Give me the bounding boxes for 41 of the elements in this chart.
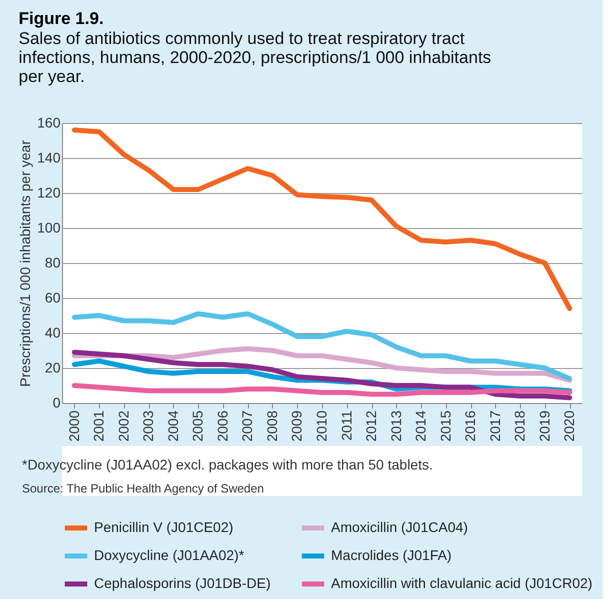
- chart-title: Figure 1.9.: [18, 9, 104, 28]
- y-tick-label: 140: [37, 150, 61, 166]
- y-tick-label: 120: [37, 184, 61, 200]
- x-tick-label: 2019: [536, 410, 552, 442]
- legend-label: Amoxicillin (J01CA04): [331, 519, 468, 535]
- text: *Doxycycline (J01AA02) excl. packages with more than 50 tablets.: [22, 456, 433, 472]
- x-tick-label: 2001: [90, 410, 107, 442]
- y-tick-label: 60: [44, 290, 61, 306]
- x-tick-label: 2008: [264, 410, 280, 442]
- y-tick-label: 100: [37, 220, 61, 236]
- y-tick-label: 0: [52, 394, 61, 410]
- x-tick-label: 2018: [512, 410, 528, 442]
- x-tick-label: 2020: [561, 410, 578, 442]
- legend-label: Macrolides (J01FA): [331, 547, 452, 563]
- chart-subtitle: Sales of antibiotics commonly used to treat respiratory tract infections, humans, 2000-2020, prescriptions/1 000 inhabitants per year.: [18, 29, 492, 86]
- x-tick-label: 2015: [437, 410, 454, 442]
- legend-label: Penicillin V (J01CE02): [94, 519, 234, 535]
- x-tick-label: 2016: [462, 410, 478, 442]
- y-tick-label: 20: [44, 360, 61, 376]
- x-tick-label: 2011: [338, 410, 354, 441]
- y-tick-label: 40: [44, 324, 61, 340]
- x-tick-label: 2003: [140, 410, 156, 442]
- y-tick-label: 160: [37, 114, 61, 130]
- x-tick-label: 2002: [115, 410, 132, 442]
- x-tick-label: 2009: [288, 410, 305, 442]
- x-tick-label: 2007: [239, 410, 256, 442]
- source-note: Source: The Public Health Agency of Sweden: [22, 482, 264, 496]
- x-tick-label: 2014: [412, 410, 429, 442]
- y-axis-title: Prescriptions/1 000 inhabitants per year: [17, 140, 34, 387]
- x-tick-label: 2000: [66, 410, 82, 442]
- x-tick-label: 2010: [314, 410, 330, 442]
- y-tick-label: 80: [44, 254, 61, 270]
- x-tick-label: 2006: [214, 410, 230, 442]
- legend-label: Amoxicillin with clavulanic acid (J01CR02): [331, 575, 592, 591]
- legend-label: Doxycycline (J01AA02)*: [94, 547, 245, 563]
- x-tick-label: 2012: [363, 410, 380, 442]
- x-tick-label: 2013: [388, 410, 404, 442]
- x-tick-label: 2017: [486, 410, 503, 442]
- x-tick-label: 2005: [190, 410, 206, 442]
- legend-label: Cephalosporins (J01DB-DE): [94, 575, 271, 591]
- x-tick-label: 2004: [164, 410, 181, 442]
